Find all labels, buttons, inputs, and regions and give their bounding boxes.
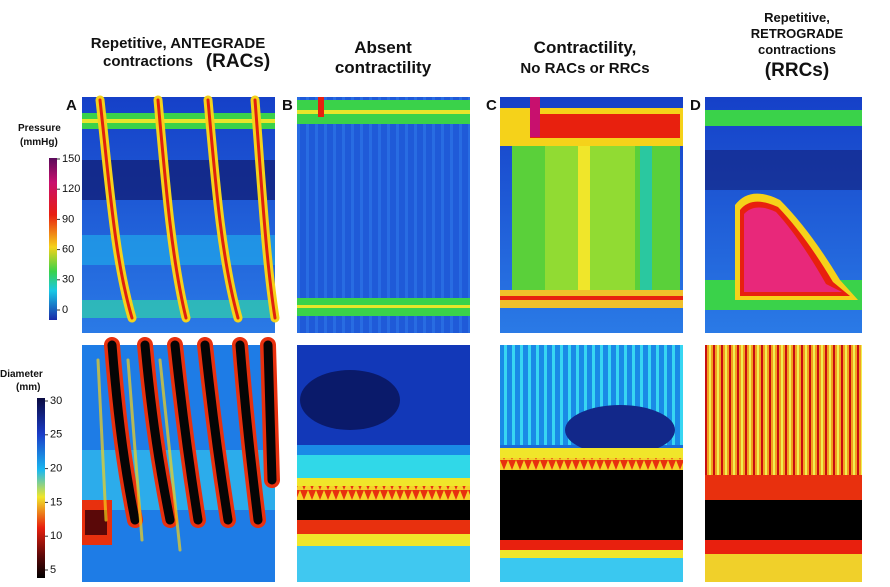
panel-letter: C — [486, 97, 497, 114]
panel-letter: B — [282, 97, 293, 114]
scale-label: Diameter — [0, 369, 43, 380]
tick-label: 0 — [62, 304, 68, 316]
heading-emphasis: (RRCs) — [765, 60, 829, 81]
heading: RETROGRADE — [751, 26, 844, 41]
pressure-map-d — [705, 97, 862, 333]
tick-label: 120 — [62, 183, 80, 195]
diameter-map-b — [297, 345, 470, 582]
tick-label: 30 — [62, 274, 74, 286]
panel-letter: D — [690, 97, 701, 114]
headings: Repetitive, ANTEGRADE contractions (RACs… — [91, 10, 844, 81]
tick-label: 25 — [50, 429, 62, 441]
pressure-map-a — [82, 97, 275, 333]
heading: contractility — [335, 58, 432, 77]
tick-label: 20 — [50, 463, 62, 475]
heading-emphasis: (RACs) — [206, 51, 270, 72]
heading: Repetitive, ANTEGRADE — [91, 35, 265, 52]
scale-label: (mmHg) — [20, 137, 58, 148]
scale-label: (mm) — [16, 382, 40, 393]
pressure-colorbar — [49, 158, 57, 320]
heading: No RACs or RRCs — [520, 60, 649, 77]
tick-label: 10 — [50, 530, 62, 542]
diameter-colorbar — [37, 398, 45, 578]
tick-label: 5 — [50, 564, 56, 576]
figure: Repetitive, ANTEGRADE contractions (RACs… — [0, 0, 890, 582]
heading: contractions — [103, 53, 193, 70]
heading: Contractility, — [534, 38, 637, 57]
panel-letter: A — [66, 97, 77, 114]
scale-label: Pressure — [18, 123, 61, 134]
heading: contractions — [758, 42, 836, 57]
heading: Repetitive, — [764, 10, 830, 25]
diameter-map-c — [500, 345, 683, 582]
tick-label: 90 — [62, 213, 74, 225]
pressure-map-c — [500, 97, 683, 333]
tick-label: 150 — [62, 153, 80, 165]
tick-label: 30 — [50, 395, 62, 407]
heading: Absent — [354, 38, 412, 57]
diameter-map-d — [705, 345, 862, 582]
pressure-map-b — [297, 97, 470, 333]
tick-label: 15 — [50, 496, 62, 508]
diameter-map-a — [82, 345, 275, 582]
tick-label: 60 — [62, 244, 74, 256]
